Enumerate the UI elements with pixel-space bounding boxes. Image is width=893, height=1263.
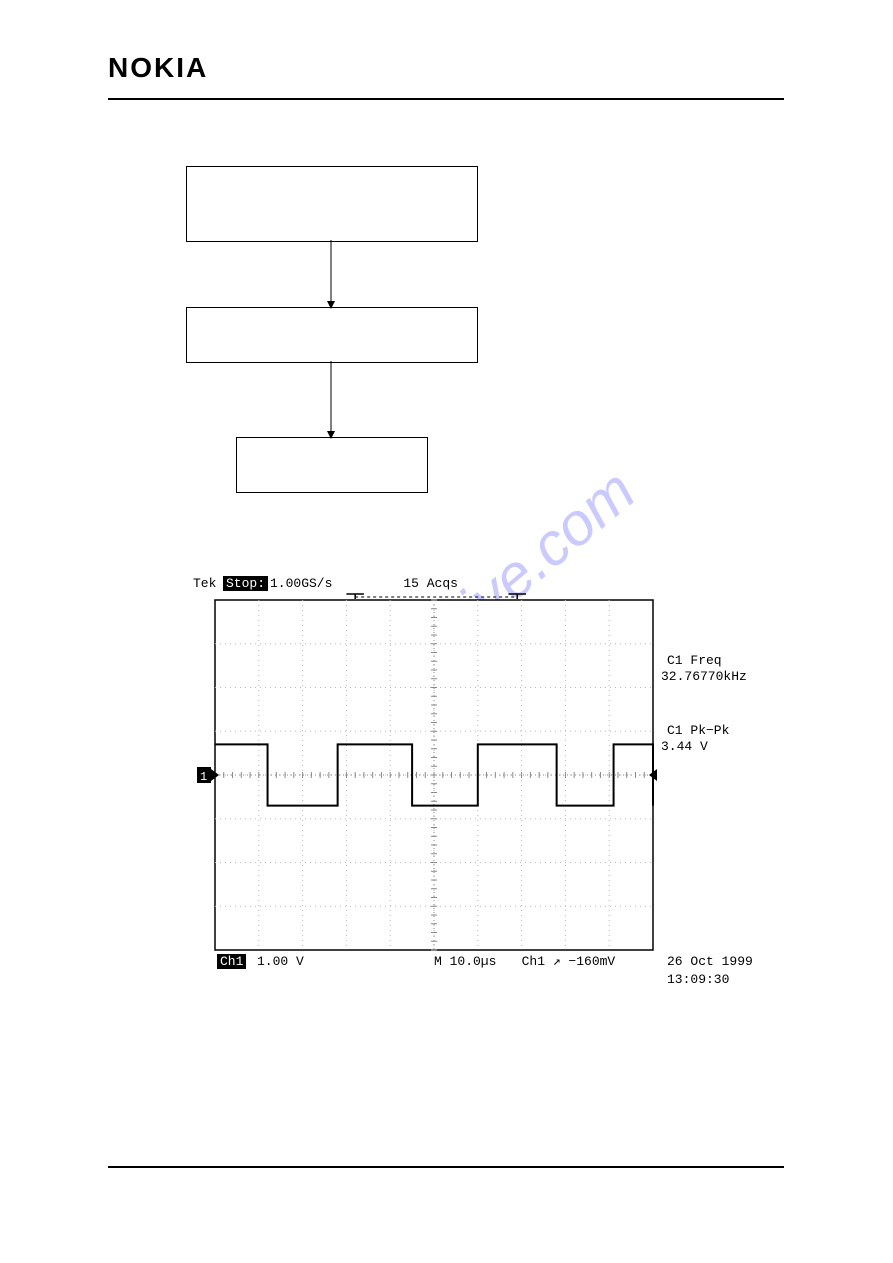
scope-svg: 1 xyxy=(0,0,893,1050)
scope-vdiv: 1.00 V xyxy=(257,954,304,969)
scope-trigger: Ch1 ↗ −160mV xyxy=(522,954,616,969)
scope-date: 26 Oct 1999 xyxy=(667,954,753,969)
scope-time: 13:09:30 xyxy=(667,972,729,987)
scope-acqs: 15 Acqs xyxy=(403,576,458,591)
scope-timebase: M 10.0µs xyxy=(434,954,496,969)
footer-rule xyxy=(108,1166,784,1168)
scope-meas-1-value: 3.44 V xyxy=(661,739,708,754)
scope-stop-badge: Stop: xyxy=(223,576,268,591)
scope-meas-0-value: 32.76770kHz xyxy=(661,669,747,684)
svg-text:1: 1 xyxy=(200,770,207,784)
scope-tek: Tek xyxy=(193,576,216,591)
scope-sample-rate: 1.00GS/s xyxy=(270,576,332,591)
scope-meas-0-name: C1 Freq xyxy=(667,653,722,668)
scope-ch-badge: Ch1 xyxy=(217,954,246,969)
scope-meas-1-name: C1 Pk−Pk xyxy=(667,723,729,738)
page: NOKIA manualshive.com 1TekStop:1.00GS/s1… xyxy=(0,0,893,1263)
